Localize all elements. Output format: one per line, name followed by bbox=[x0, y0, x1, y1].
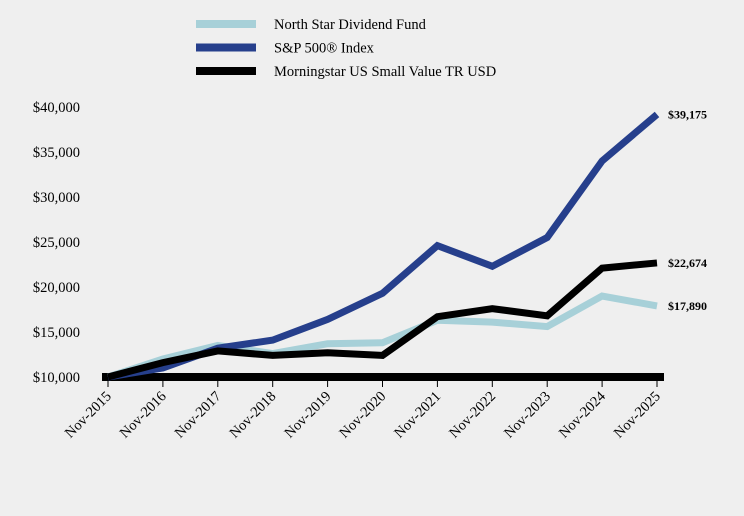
legend: North Star Dividend Fund S&P 500® Index Mo… bbox=[196, 17, 496, 80]
y-tick-label: $35,000 bbox=[33, 145, 80, 161]
y-tick-label: $20,000 bbox=[33, 280, 80, 296]
legend-item-s-p-500-index: S&P 500® Index bbox=[196, 41, 375, 57]
legend-item-morningstar-us-small-value-tr-usd: Morningstar US Small Value TR USD bbox=[196, 64, 496, 80]
x-tick-label: Nov-2020 bbox=[336, 389, 389, 442]
y-tick-label: $10,000 bbox=[33, 370, 80, 386]
x-tick-label: Nov-2018 bbox=[227, 389, 280, 442]
series-line-morningstar-us-small-value-tr-usd bbox=[107, 259, 658, 381]
legend-label: North Star Dividend Fund bbox=[274, 17, 427, 33]
legend-label: S&P 500® Index bbox=[274, 41, 375, 57]
end-value-label-s-p-500-index: $39,175 bbox=[668, 107, 707, 121]
y-tick-label: $40,000 bbox=[33, 100, 80, 116]
end-labels: $17,890 $39,175 $22,674 bbox=[668, 107, 707, 313]
x-tick-label: Nov-2016 bbox=[117, 389, 170, 442]
legend-item-north-star-dividend-fund: North Star Dividend Fund bbox=[196, 17, 427, 33]
x-tick-label: Nov-2021 bbox=[391, 389, 444, 442]
x-tick-label: Nov-2024 bbox=[556, 388, 609, 441]
x-tick-label: Nov-2023 bbox=[501, 389, 554, 442]
y-tick-label: $30,000 bbox=[33, 190, 80, 206]
legend-label: Morningstar US Small Value TR USD bbox=[274, 64, 496, 80]
x-tick-label: Nov-2025 bbox=[611, 389, 664, 442]
x-axis: Nov-2015 Nov-2016 Nov-2017 Nov-2018 Nov-2019… bbox=[62, 373, 664, 442]
series-line-north-star-dividend-fund bbox=[106, 292, 658, 381]
y-axis: $10,000 $15,000 $20,000 $25,000 $30,000 $35,0… bbox=[33, 100, 80, 386]
x-tick-label: Nov-2022 bbox=[446, 389, 499, 442]
series-layer bbox=[106, 111, 660, 381]
x-tick-label: Nov-2017 bbox=[172, 389, 225, 442]
y-tick-label: $15,000 bbox=[33, 325, 80, 341]
series-line-s-p-500-index bbox=[107, 111, 660, 381]
end-value-label-morningstar-us-small-value-tr-usd: $22,674 bbox=[668, 256, 707, 270]
x-tick-label: Nov-2019 bbox=[282, 389, 335, 442]
end-value-label-north-star-dividend-fund: $17,890 bbox=[668, 299, 707, 313]
y-tick-label: $25,000 bbox=[33, 235, 80, 251]
x-tick-label: Nov-2015 bbox=[62, 389, 115, 442]
